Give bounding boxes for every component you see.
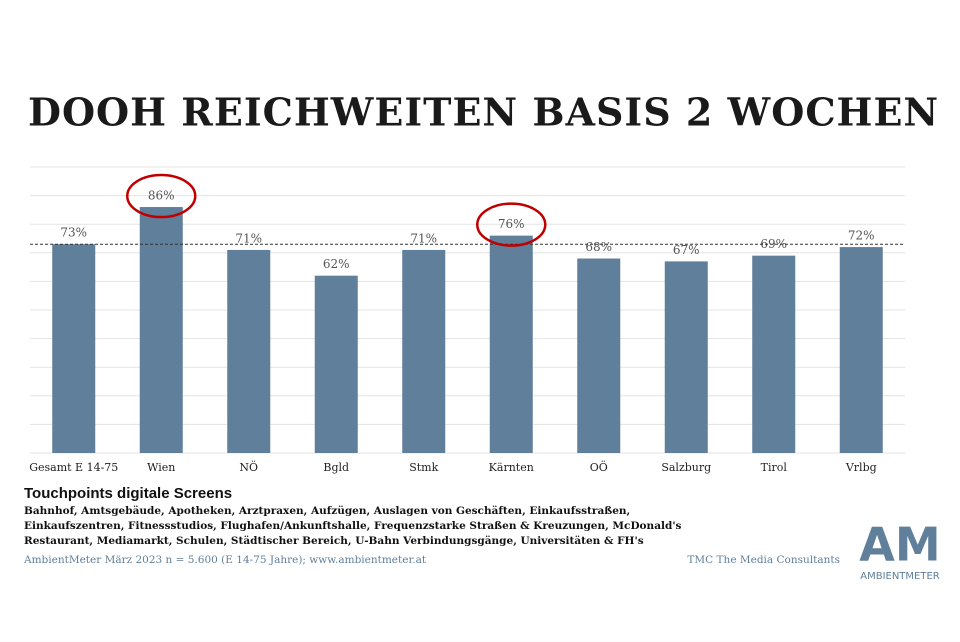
value-label: 72% — [848, 229, 875, 243]
x-tick-label: Stmk — [409, 461, 438, 474]
value-label: 76% — [498, 217, 525, 231]
logo-mark: AM — [859, 518, 940, 572]
x-tick-label: Kärnten — [489, 461, 534, 474]
x-tick-label: Wien — [147, 461, 175, 474]
bar — [577, 258, 621, 453]
x-tick-label: Gesamt E 14-75 — [29, 461, 118, 474]
source: AmbientMeter März 2023 n = 5.600 (E 14-7… — [23, 554, 427, 566]
x-tick-label: Tirol — [761, 461, 788, 474]
chart-title: DOOH REICHWEITEN BASIS 2 WOCHEN — [28, 90, 939, 135]
x-tick-label: Salzburg — [661, 461, 711, 474]
x-tick-label: Vrlbg — [845, 461, 877, 474]
x-tick-label: Bgld — [323, 461, 349, 474]
bar — [752, 255, 796, 453]
bar — [839, 247, 883, 453]
company: TMC The Media Consultants — [687, 554, 840, 566]
notes-line: Einkaufszentren, Fitnessstudios, Flughaf… — [24, 520, 682, 532]
bar — [227, 249, 271, 453]
bar — [489, 235, 533, 453]
bar — [314, 275, 358, 453]
value-label: 86% — [148, 189, 175, 203]
value-label: 69% — [760, 237, 787, 251]
x-tick-label: OÖ — [590, 460, 608, 474]
bar — [52, 244, 96, 453]
notes-heading: Touchpoints digitale Screens — [24, 485, 232, 502]
value-label: 71% — [235, 231, 262, 245]
value-label: 62% — [323, 257, 350, 271]
value-label: 71% — [410, 231, 437, 245]
highlight-circle — [476, 202, 547, 247]
bar — [664, 261, 708, 453]
value-label: 68% — [585, 240, 612, 254]
highlight-circle — [126, 173, 197, 219]
value-label: 67% — [673, 243, 700, 257]
x-tick-label: NÖ — [239, 460, 258, 474]
bar — [139, 207, 183, 453]
logo-text: AMBIENTMETER — [860, 571, 940, 582]
value-label: 73% — [60, 226, 87, 240]
bar — [402, 249, 446, 453]
notes-line: Bahnhof, Amtsgebäude, Apotheken, Arztpra… — [24, 505, 630, 517]
notes-line: Restaurant, Mediamarkt, Schulen, Städtis… — [24, 535, 644, 547]
